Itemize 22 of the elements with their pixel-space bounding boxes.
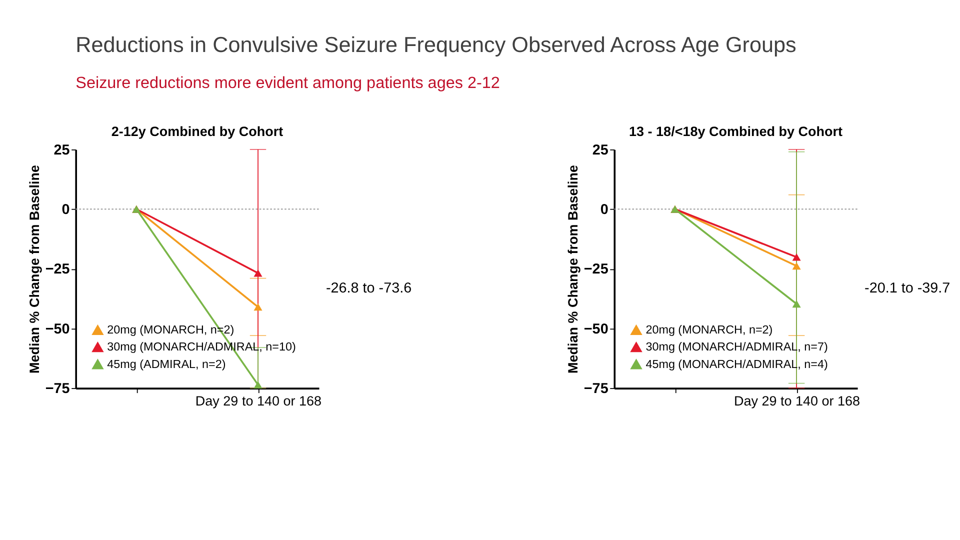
y-axis-title: Median % Change from Baseline [566,164,581,374]
y-tick-label: −50 [584,321,608,338]
y-tick-label: −25 [45,262,70,278]
text: Seizure reductions more evident among patients ages 2-12 [76,74,500,92]
y-tick-label: −25 [584,262,608,278]
text: -20.1 to -39.7 [864,280,950,296]
y-tick-label: 0 [62,202,70,218]
y-tick-label: 25 [54,142,70,158]
y-axis-title: Median % Change from Baseline [27,164,42,374]
y-tick-label: 25 [592,142,608,158]
y-tick-label: 0 [600,202,608,218]
text: -26.8 to -73.6 [326,280,412,296]
y-tick-label: −75 [584,381,608,398]
y-tick-label: −75 [45,381,70,398]
x-tick-label: Day 29 to 140 or 168 [734,394,860,409]
y-tick-label: −50 [45,321,70,338]
text: Reductions in Convulsive Seizure Frequency Observed Across Age Groups [76,32,797,58]
chart-title: 2-12y Combined by Cohort [111,124,284,139]
legend-label: 20mg (MONARCH, n=2) [646,324,773,337]
legend-label: 45mg (ADMIRAL, n=2) [107,358,226,371]
x-tick-label: Day 29 to 140 or 168 [195,394,322,409]
chart-title: 13 - 18/<18y Combined by Cohort [629,124,843,139]
